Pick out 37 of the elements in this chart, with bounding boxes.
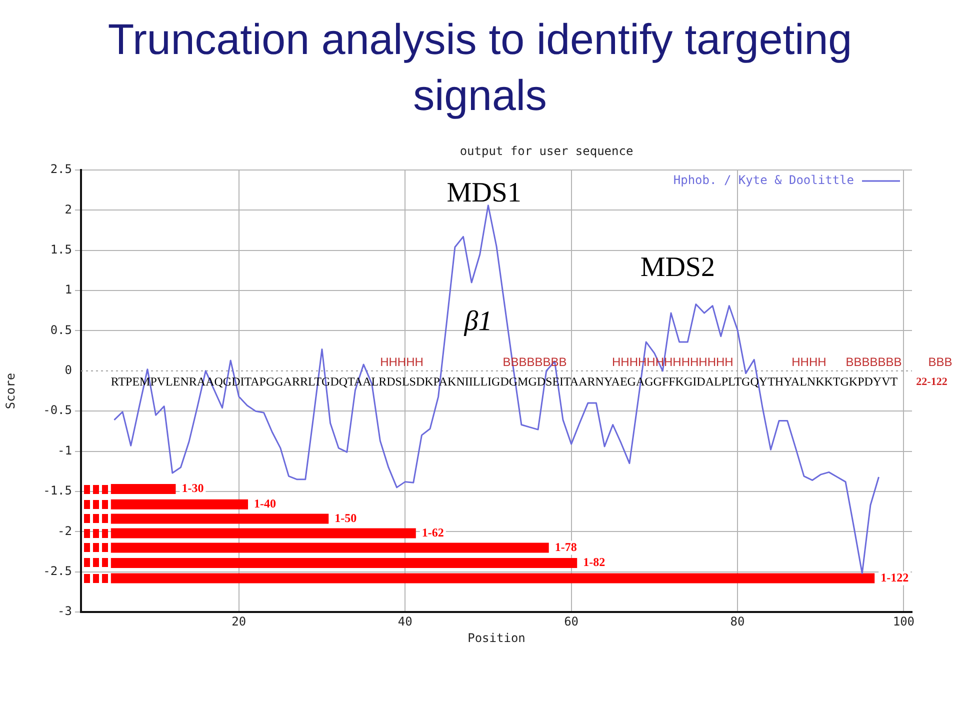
- series-label: 1-62: [422, 525, 444, 540]
- y-tick-label: 0.5: [50, 322, 72, 337]
- y-tick-label: 2: [64, 202, 72, 216]
- series-label: 1-40: [254, 496, 276, 510]
- x-tick-label: 60: [564, 614, 579, 628]
- annotation: MDS1: [446, 177, 522, 208]
- series-label: 1-50: [334, 510, 357, 525]
- chart-title: Truncation analysis to identify targeting signals: [106, 15, 854, 122]
- series-label: 1-78: [554, 540, 577, 554]
- x-tick-label: 20: [232, 614, 246, 628]
- x-tick-label: 100: [892, 614, 915, 628]
- y-tick-label: 2.5: [50, 162, 72, 176]
- y-tick-label: -1: [58, 443, 72, 458]
- x-axis-title: Position: [468, 630, 526, 645]
- chart-subtitle: output for user sequence: [460, 144, 634, 158]
- y-tick-label: -2.5: [43, 564, 72, 578]
- text: 22-122: [916, 376, 948, 388]
- text: BBB: [928, 354, 952, 369]
- series-label: 1-30: [182, 481, 204, 496]
- y-tick-label: -0.5: [43, 403, 72, 418]
- y-axis-title: Score: [3, 372, 18, 410]
- y-tick-label: -2: [58, 524, 72, 538]
- annotation: MDS2: [640, 252, 716, 284]
- x-tick-label: 40: [398, 614, 412, 628]
- legend-label: Hphob. / Kyte & Doolittle: [673, 173, 854, 188]
- y-tick-label: 1: [64, 282, 72, 297]
- y-tick-label: -1.5: [43, 484, 72, 498]
- y-tick-label: 0: [64, 363, 72, 378]
- y-tick-label: 1.5: [50, 242, 72, 256]
- y-tick-label: -3: [58, 604, 72, 618]
- series-label: 1-122: [880, 570, 909, 584]
- annotation: HHHH: [792, 354, 826, 369]
- series-label: 1-82: [583, 555, 606, 570]
- annotation: BBBBBBB: [846, 354, 902, 369]
- annotation: HHHHH: [380, 354, 424, 369]
- annotation: β1: [463, 306, 492, 338]
- x-tick-label: 80: [730, 614, 745, 628]
